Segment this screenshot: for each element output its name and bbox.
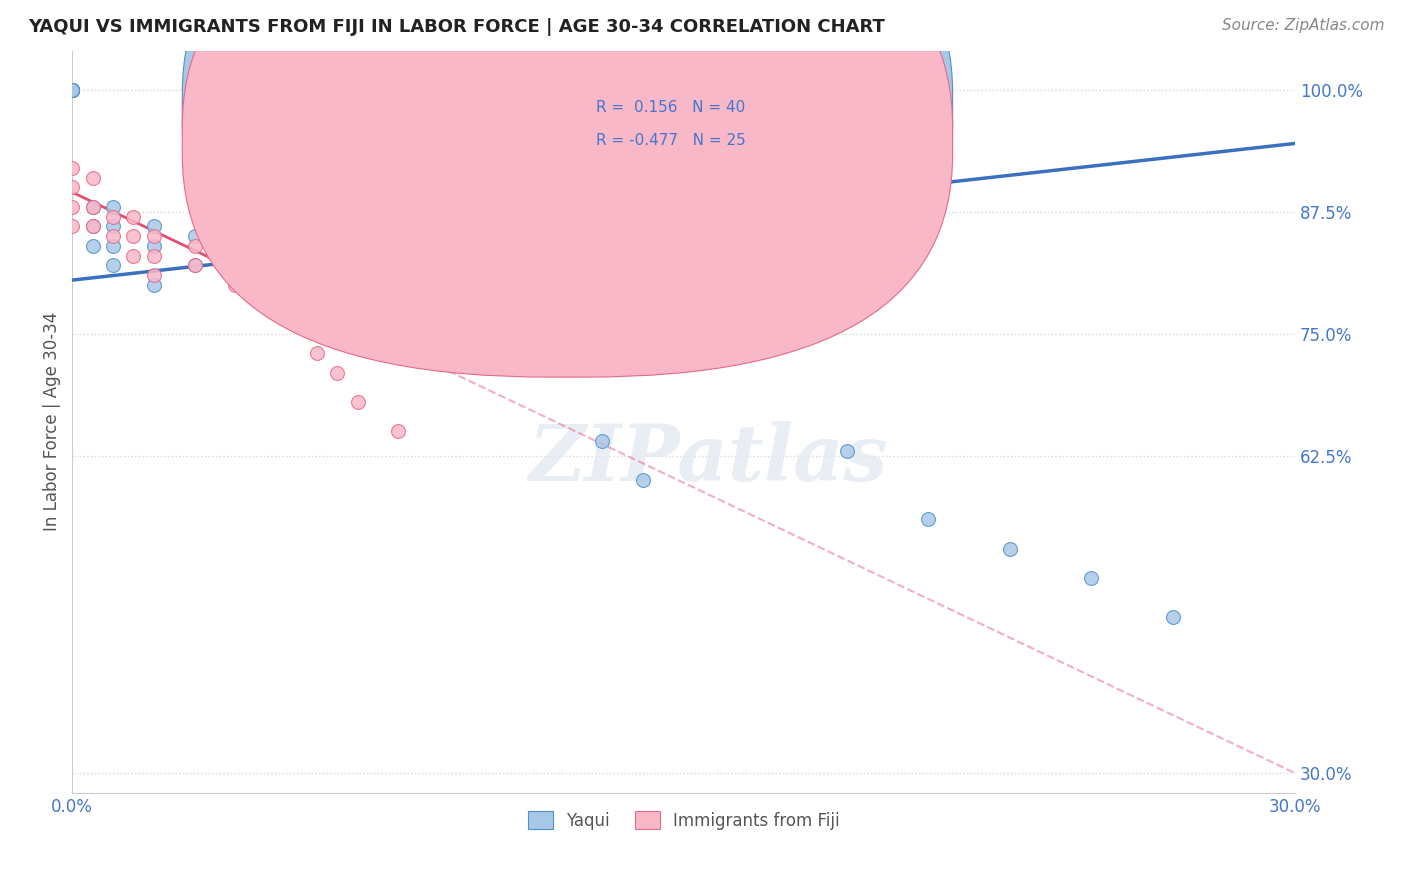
Text: R =  0.156   N = 40: R = 0.156 N = 40 [596, 100, 745, 114]
Text: R = -0.477   N = 25: R = -0.477 N = 25 [596, 133, 745, 148]
FancyBboxPatch shape [183, 0, 953, 377]
Legend: Yaqui, Immigrants from Fiji: Yaqui, Immigrants from Fiji [522, 805, 846, 837]
Text: ZIPatlas: ZIPatlas [529, 420, 887, 497]
FancyBboxPatch shape [524, 77, 855, 169]
Text: Source: ZipAtlas.com: Source: ZipAtlas.com [1222, 18, 1385, 33]
Text: YAQUI VS IMMIGRANTS FROM FIJI IN LABOR FORCE | AGE 30-34 CORRELATION CHART: YAQUI VS IMMIGRANTS FROM FIJI IN LABOR F… [28, 18, 884, 36]
FancyBboxPatch shape [183, 0, 953, 343]
Y-axis label: In Labor Force | Age 30-34: In Labor Force | Age 30-34 [44, 312, 60, 532]
